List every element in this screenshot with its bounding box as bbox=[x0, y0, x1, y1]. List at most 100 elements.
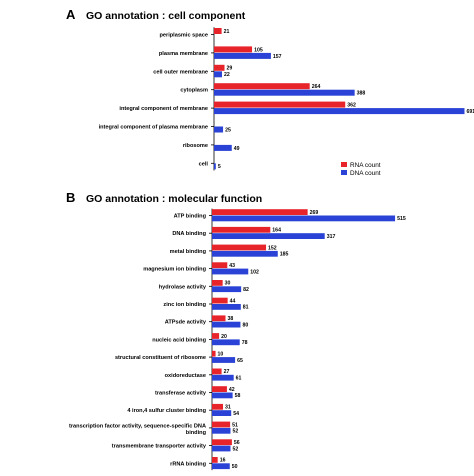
bar-rna bbox=[212, 333, 220, 339]
bar-dna bbox=[212, 392, 233, 399]
bar-rna bbox=[214, 28, 222, 34]
bar-dna bbox=[212, 215, 396, 222]
data-label: 362 bbox=[347, 103, 356, 109]
category-label: ribosome bbox=[183, 143, 208, 149]
data-label: 185 bbox=[280, 252, 289, 258]
bar-dna bbox=[214, 126, 224, 133]
data-label: 44 bbox=[230, 298, 236, 304]
chart-title: GO annotation : molecular function bbox=[86, 193, 262, 205]
bar-rna bbox=[214, 64, 225, 71]
bar-dna bbox=[214, 89, 355, 96]
data-label: 164 bbox=[272, 228, 281, 234]
data-label: 42 bbox=[229, 387, 235, 393]
bar-rna bbox=[212, 421, 231, 428]
data-label: 152 bbox=[268, 245, 277, 251]
bar-dna bbox=[212, 304, 241, 310]
bar-rna bbox=[214, 46, 253, 53]
bar-rna bbox=[212, 350, 216, 357]
category-label: hydrolase activity bbox=[159, 284, 207, 290]
data-label: 20 bbox=[221, 334, 227, 340]
data-label: 38 bbox=[228, 316, 234, 322]
bar-rna bbox=[212, 262, 228, 269]
chart-b: B GO annotation : molecular function ATP b… bbox=[66, 190, 406, 471]
category-label: cell bbox=[199, 161, 209, 167]
data-label: 102 bbox=[250, 269, 259, 275]
bar-dna bbox=[212, 357, 236, 363]
data-label: 65 bbox=[237, 358, 243, 364]
category-label: nucleic acid binding bbox=[152, 337, 206, 343]
bar-rna bbox=[214, 83, 310, 90]
data-label: 29 bbox=[227, 66, 233, 72]
bar-rna bbox=[212, 315, 226, 322]
legend-label: RNA count bbox=[350, 162, 381, 169]
data-label: 317 bbox=[327, 234, 336, 240]
data-label: 78 bbox=[242, 340, 248, 346]
category-label-line: binding bbox=[186, 430, 207, 436]
data-label: 16 bbox=[220, 458, 226, 464]
bar-dna bbox=[212, 445, 231, 452]
bar-rna bbox=[212, 439, 232, 446]
data-label: 388 bbox=[357, 91, 366, 97]
data-label: 61 bbox=[236, 376, 242, 382]
category-label: transmembrane transporter activity bbox=[112, 444, 207, 450]
bar-rna bbox=[214, 101, 346, 108]
legend-swatch-rna bbox=[341, 162, 347, 167]
data-label: 515 bbox=[397, 216, 406, 222]
bar-dna bbox=[212, 374, 234, 381]
category-label: integral component of membrane bbox=[119, 106, 208, 112]
bar-rna bbox=[212, 403, 224, 410]
category-label: ATP binding bbox=[174, 214, 207, 220]
data-label: 25 bbox=[225, 127, 231, 133]
bar-dna bbox=[214, 52, 271, 59]
data-label: 81 bbox=[243, 305, 249, 311]
data-label: 49 bbox=[234, 146, 240, 152]
bar-rna bbox=[212, 280, 223, 286]
data-label: 5 bbox=[218, 164, 221, 170]
data-label: 52 bbox=[232, 429, 238, 435]
data-label: 51 bbox=[232, 422, 238, 428]
category-label: 4 iron,4 sulfur cluster binding bbox=[127, 408, 206, 414]
category-label: zinc ion binding bbox=[163, 302, 206, 308]
category-label: cell outer membrane bbox=[153, 69, 208, 75]
data-label: 105 bbox=[254, 47, 263, 53]
data-label: 22 bbox=[224, 72, 230, 78]
panel-letter: A bbox=[66, 7, 76, 22]
legend-label: DNA count bbox=[350, 170, 381, 177]
data-label: 157 bbox=[273, 54, 282, 60]
bar-rna bbox=[212, 386, 227, 392]
category-label: cytoplasm bbox=[180, 88, 208, 94]
data-label: 10 bbox=[218, 352, 224, 358]
bar-dna bbox=[212, 250, 278, 257]
data-label: 54 bbox=[233, 411, 239, 417]
data-label: 21 bbox=[224, 29, 230, 35]
category-label: transcription factor activity, sequence-… bbox=[69, 423, 207, 436]
bar-rna bbox=[212, 368, 222, 375]
category-label: structural constituent of ribosome bbox=[115, 355, 206, 361]
data-label: 56 bbox=[234, 440, 240, 446]
chart-title: GO annotation : cell component bbox=[86, 10, 246, 22]
bar-rna bbox=[212, 226, 271, 233]
data-label: 30 bbox=[225, 281, 231, 287]
data-label: 52 bbox=[232, 446, 238, 452]
chart-a: A GO annotation : cell component periplasm… bbox=[66, 7, 474, 177]
data-label: 82 bbox=[243, 287, 249, 293]
data-label: 27 bbox=[224, 369, 230, 375]
panel-letter: B bbox=[66, 190, 75, 205]
bar-dna bbox=[214, 108, 465, 115]
data-label: 269 bbox=[310, 210, 319, 216]
category-label: plasma membrane bbox=[159, 51, 208, 57]
data-label: 43 bbox=[229, 263, 235, 269]
bar-rna bbox=[212, 244, 267, 251]
bar-dna bbox=[212, 463, 230, 470]
data-label: 50 bbox=[232, 464, 238, 470]
category-label: DNA binding bbox=[172, 231, 206, 237]
data-label: 264 bbox=[312, 84, 321, 90]
category-label: integral component of plasma membrane bbox=[99, 125, 208, 131]
bar-dna bbox=[214, 163, 216, 170]
category-label: magnesium ion binding bbox=[143, 267, 206, 273]
category-label: periplasmic space bbox=[159, 33, 208, 39]
bar-dna bbox=[212, 339, 240, 346]
bar-dna bbox=[214, 144, 232, 151]
bar-rna bbox=[212, 457, 218, 463]
